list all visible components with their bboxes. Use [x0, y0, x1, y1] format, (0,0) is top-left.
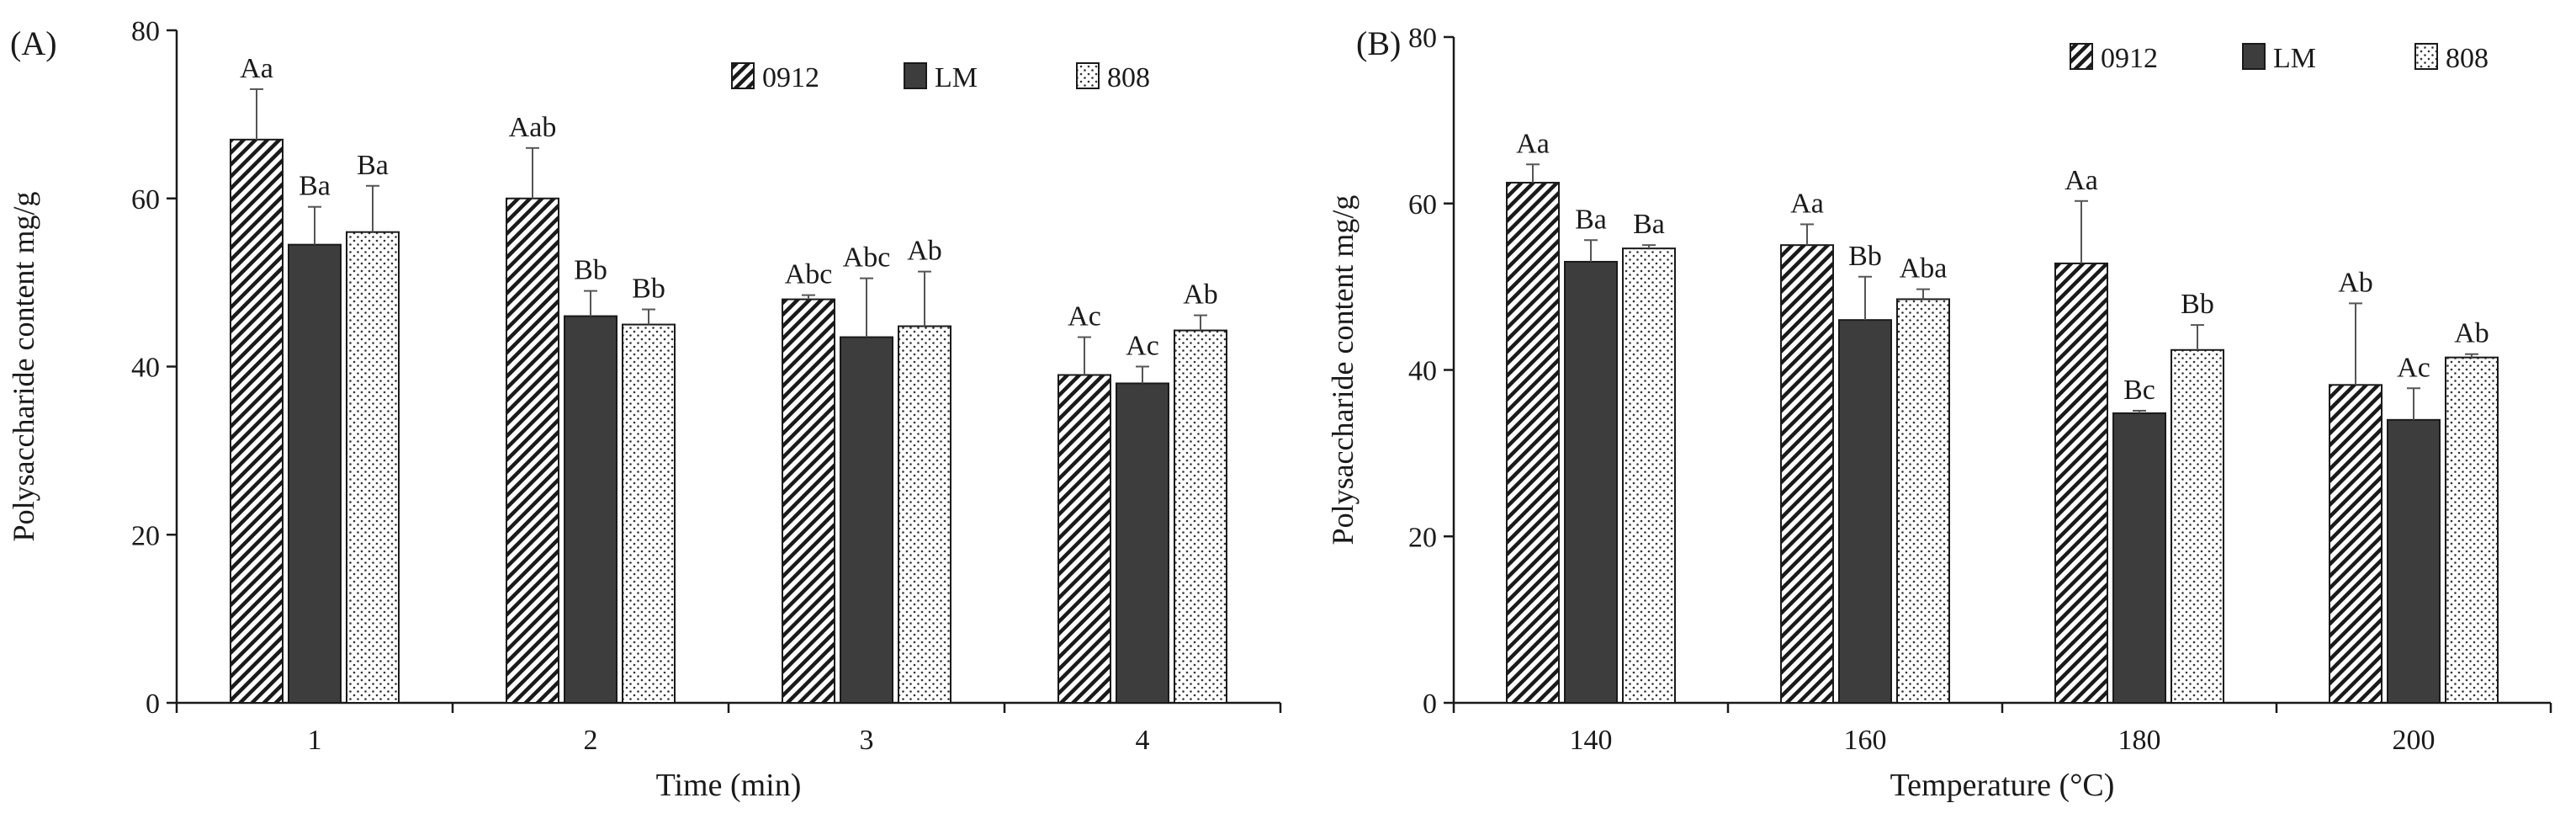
- bar-solid-3: [840, 336, 893, 704]
- y-tick-label: 0: [146, 689, 160, 720]
- x-tick-label: 1: [308, 725, 322, 756]
- bar-dots-3: [898, 325, 951, 704]
- panel-label: (A): [10, 24, 57, 62]
- bar-hatch-160: [1780, 244, 1834, 704]
- significance-label: Ba: [1575, 204, 1607, 235]
- x-tick-label: 4: [1136, 725, 1150, 756]
- bar-dots-2: [622, 323, 676, 704]
- bar-dots-200: [2445, 356, 2499, 704]
- legend-label: LM: [935, 62, 978, 93]
- x-tick-label: 180: [2118, 725, 2161, 756]
- y-axis-title: Polysaccharide content mg/g: [1326, 195, 1360, 545]
- y-tick-label: 40: [1408, 356, 1437, 387]
- y-tick-label: 40: [131, 353, 160, 384]
- legend-label: 808: [2446, 43, 2489, 74]
- significance-label: Bb: [574, 255, 607, 286]
- significance-label: Abc: [785, 259, 833, 290]
- bar-hatch-200: [2329, 384, 2383, 704]
- bar-hatch-3: [782, 298, 835, 704]
- significance-label: Bc: [2123, 375, 2155, 406]
- significance-label: Ac: [1126, 331, 1159, 362]
- significance-label: Aa: [1516, 128, 1550, 159]
- significance-label: Ab: [907, 236, 942, 267]
- x-tick-label: 140: [1570, 725, 1613, 756]
- bar-dots-180: [2171, 348, 2224, 704]
- x-tick-label: 3: [860, 725, 874, 756]
- bar-solid-160: [1838, 319, 1892, 704]
- significance-label: Ac: [1068, 301, 1101, 332]
- x-tick-label: 200: [2393, 725, 2436, 756]
- legend-swatch-solid: [904, 62, 927, 89]
- x-axis-title: Temperature (°C): [1890, 768, 2115, 803]
- bar-hatch-2: [506, 197, 559, 704]
- significance-label: Ab: [2454, 318, 2489, 349]
- significance-label: Bb: [632, 274, 665, 305]
- bar-dots-160: [1896, 298, 1950, 704]
- bar-dots-1: [346, 231, 400, 704]
- significance-label: Ba: [1633, 209, 1665, 240]
- significance-label: Aa: [2065, 165, 2098, 196]
- significance-label: Aba: [1900, 253, 1948, 285]
- significance-label: Ab: [2338, 267, 2373, 298]
- panel-label: (B): [1356, 24, 1401, 62]
- significance-label: Bb: [2181, 289, 2214, 320]
- legend-label: 0912: [762, 62, 819, 93]
- significance-label: Abc: [843, 242, 891, 274]
- bar-solid-200: [2387, 418, 2441, 704]
- bar-solid-4: [1116, 382, 1169, 704]
- panel-a-time-chart: (A) 0 20 40 60 80 Polysaccharide content mg/g 1…: [7, 16, 1282, 803]
- legend-label: 0912: [2101, 43, 2158, 74]
- bar-hatch-4: [1057, 374, 1111, 704]
- bar-solid-2: [564, 315, 617, 704]
- x-tick-label: 2: [584, 725, 598, 756]
- significance-label: Aa: [1790, 188, 1824, 219]
- significance-label: Ac: [2397, 352, 2430, 383]
- legend-swatch-dots: [2414, 43, 2438, 70]
- bar-solid-180: [2112, 412, 2166, 704]
- y-tick-label: 20: [1408, 522, 1437, 553]
- bar-solid-140: [1564, 260, 1618, 704]
- legend-swatch-hatch: [731, 62, 755, 89]
- bar-dots-140: [1622, 247, 1676, 704]
- significance-label: Aab: [509, 112, 557, 143]
- legend-label: 808: [1107, 62, 1150, 93]
- legend-swatch-dots: [1076, 62, 1100, 89]
- legend-label: LM: [2273, 43, 2316, 74]
- significance-label: Bb: [1848, 241, 1882, 272]
- y-tick-label: 60: [131, 184, 160, 215]
- legend-swatch-hatch: [2070, 43, 2093, 70]
- y-tick-label: 80: [1408, 23, 1437, 54]
- significance-label: Ab: [1183, 279, 1218, 311]
- significance-label: Ba: [357, 150, 389, 181]
- panel-b-temperature-chart: (B) 0 20 40 60 80 Polysaccharide content mg/g 1…: [1326, 23, 2552, 803]
- y-tick-label: 80: [131, 16, 160, 47]
- bar-hatch-140: [1506, 182, 1560, 704]
- significance-label: Ba: [299, 171, 331, 202]
- significance-label: Aa: [240, 53, 273, 84]
- y-tick-label: 0: [1423, 689, 1437, 720]
- x-tick-label: 160: [1844, 725, 1887, 756]
- bar-dots-4: [1174, 329, 1227, 704]
- bar-hatch-1: [230, 138, 284, 704]
- y-tick-label: 60: [1408, 189, 1437, 221]
- bar-solid-1: [288, 243, 342, 704]
- legend-swatch-solid: [2242, 43, 2266, 70]
- y-axis-title: Polysaccharide content mg/g: [7, 192, 40, 542]
- x-axis-title: Time (min): [656, 768, 802, 803]
- y-tick-label: 20: [131, 520, 160, 551]
- bar-hatch-180: [2054, 262, 2108, 704]
